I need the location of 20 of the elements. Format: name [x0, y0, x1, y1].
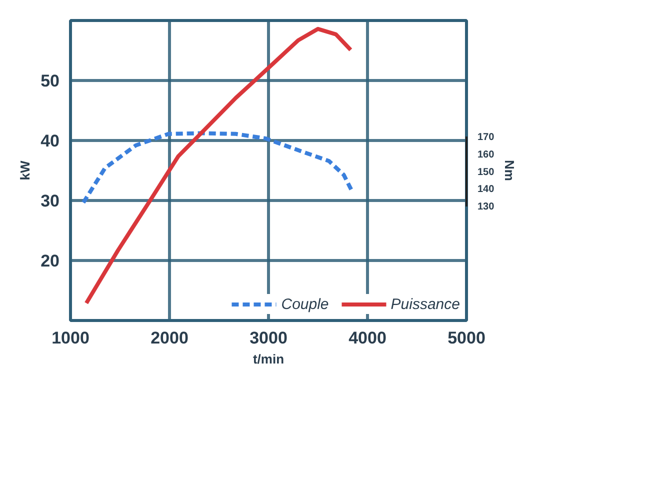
- legend-label: Couple: [281, 296, 329, 312]
- x-tick-label: 3000: [250, 328, 288, 348]
- y2-tick-label: 170: [478, 132, 495, 144]
- line-series: [81, 131, 354, 205]
- y-tick-label: 40: [40, 132, 60, 150]
- legend-label: Puissance: [390, 296, 460, 312]
- y2-tick-label: 130: [478, 202, 495, 213]
- x-axis-title: t/min: [252, 352, 284, 366]
- x-tick-label: 2000: [150, 328, 188, 348]
- y2-axis-title: Nm: [502, 160, 518, 181]
- x-tick-label: 1000: [52, 328, 90, 348]
- x-tick-label: 5000: [448, 328, 486, 348]
- y-tick-label: 50: [40, 72, 60, 90]
- y-axis-title: kW: [18, 160, 33, 180]
- y-tick-label: 20: [40, 252, 60, 270]
- x-tick-label: 4000: [348, 328, 386, 348]
- y2-tick-label: 150: [478, 166, 495, 178]
- y-tick-label: 30: [40, 192, 60, 210]
- y2-tick-label: 160: [478, 150, 495, 161]
- y2-tick-label: 140: [478, 184, 495, 196]
